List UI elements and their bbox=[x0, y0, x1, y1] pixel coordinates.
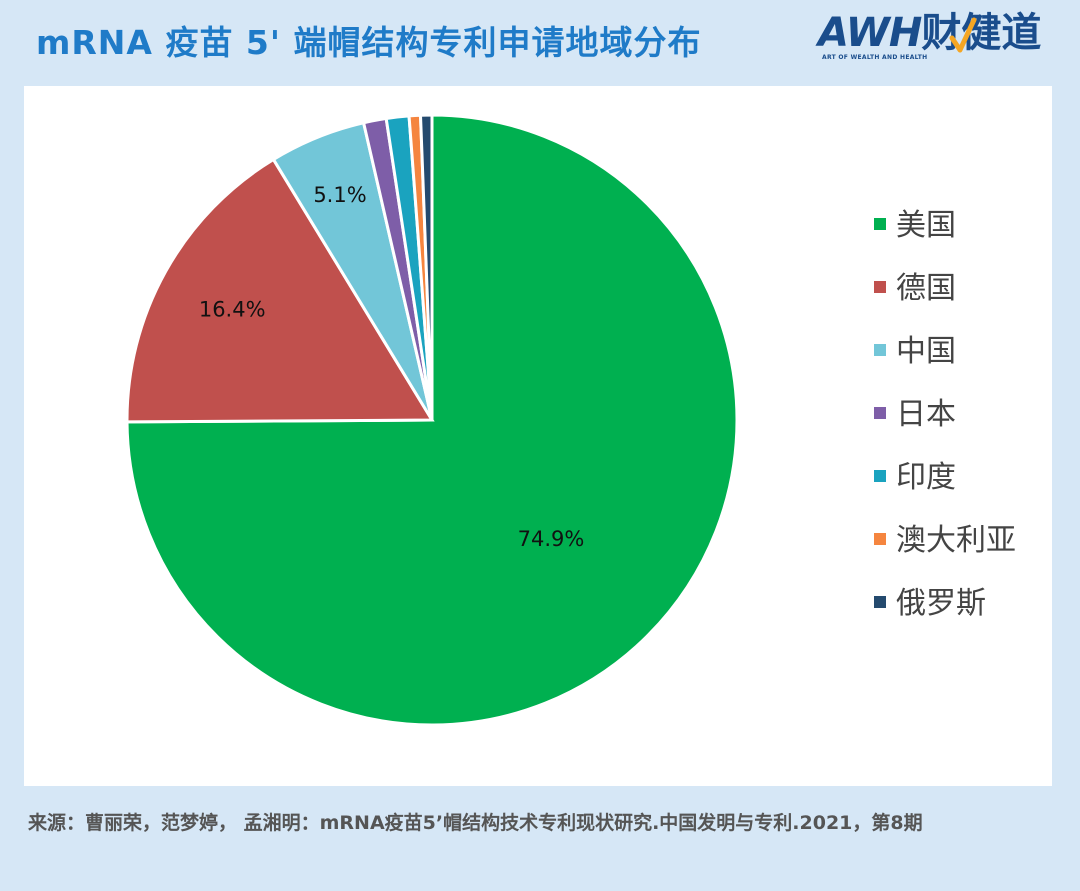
legend-item: 俄罗斯 bbox=[874, 568, 1016, 631]
pie-chart: 74.9% 16.4% 5.1% bbox=[125, 113, 739, 727]
chart-panel: 74.9% 16.4% 5.1% 美国德国中国日本印度澳大利亚俄罗斯 bbox=[24, 86, 1052, 786]
data-label: 74.9% bbox=[518, 527, 585, 551]
data-label: 16.4% bbox=[199, 298, 266, 322]
legend-label: 中国 bbox=[896, 333, 956, 369]
legend-label: 日本 bbox=[896, 396, 956, 432]
data-label: 5.1% bbox=[313, 183, 366, 207]
legend-swatch bbox=[874, 280, 886, 293]
pie-data-labels: 74.9% 16.4% 5.1% bbox=[199, 183, 585, 551]
legend-swatch bbox=[874, 217, 886, 230]
legend-label: 美国 bbox=[896, 207, 956, 243]
page-title: mRNA 疫苗 5' 端帽结构专利申请地域分布 bbox=[36, 23, 702, 62]
legend-swatch bbox=[874, 595, 886, 608]
legend-label: 俄罗斯 bbox=[896, 585, 986, 621]
legend-swatch bbox=[874, 469, 886, 482]
legend-item: 德国 bbox=[874, 253, 1016, 316]
pie-slice bbox=[418, 113, 434, 421]
source-note: 来源：曹丽荣，范梦婷， 孟湘明：mRNA疫苗5’帽结构技术专利现状研究.中国发明… bbox=[28, 812, 923, 834]
legend-label: 印度 bbox=[896, 459, 956, 495]
logo-chinese: 财健道 bbox=[921, 10, 1042, 56]
pie-slice bbox=[125, 157, 435, 424]
legend-swatch bbox=[874, 343, 886, 356]
legend-item: 日本 bbox=[874, 379, 1016, 442]
logo-check-icon bbox=[949, 17, 977, 53]
legend-label: 澳大利亚 bbox=[896, 522, 1016, 558]
logo-tagline: ART OF WEALTH AND HEALTH bbox=[822, 54, 928, 61]
brand-logo: AWH财健道 ART OF WEALTH AND HEALTH bbox=[818, 10, 1058, 68]
logo-latin: AWH bbox=[818, 10, 922, 56]
legend-item: 美国 bbox=[874, 190, 1016, 253]
pie-slices bbox=[125, 113, 739, 727]
legend-swatch bbox=[874, 532, 886, 545]
legend-label: 德国 bbox=[896, 270, 956, 306]
legend-item: 印度 bbox=[874, 442, 1016, 505]
legend-item: 澳大利亚 bbox=[874, 505, 1016, 568]
chart-legend: 美国德国中国日本印度澳大利亚俄罗斯 bbox=[874, 190, 1016, 631]
legend-swatch bbox=[874, 406, 886, 419]
legend-item: 中国 bbox=[874, 316, 1016, 379]
